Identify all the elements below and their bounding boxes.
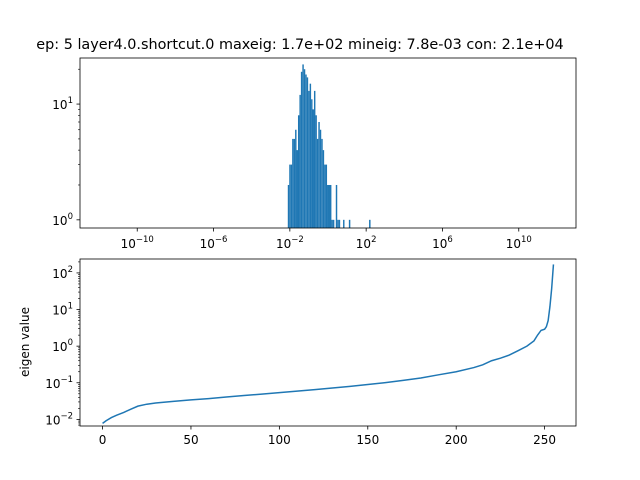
histogram-bar [308, 90, 310, 228]
histogram-bar [319, 129, 322, 228]
eigenvalue-x-tick-label: 0 [99, 433, 107, 447]
eigenvalue-y-tick-label-exponent: 0 [68, 338, 73, 348]
histogram-bar [287, 184, 290, 228]
histogram-x-tick-label-base: 10 [356, 237, 371, 251]
histogram-x-tick-label-base: 10 [121, 237, 136, 251]
histogram-bar [338, 219, 341, 228]
eigenvalue-y-axis-label: eigen value [18, 307, 32, 377]
eigenvalue-y-tick-label: 10−2 [45, 411, 73, 427]
eigenvalue-y-tick-label: 100 [52, 338, 73, 354]
histogram-bar [303, 69, 306, 228]
histogram-bar [313, 90, 316, 228]
histogram-bar [343, 219, 345, 228]
histogram-frame [79, 57, 577, 229]
eigenvalue-x-tick-label: 250 [533, 433, 556, 447]
histogram-x-tick-label: 10−2 [276, 235, 304, 251]
histogram-bar [311, 99, 313, 229]
histogram-x-tick-label: 1010 [506, 235, 532, 251]
histogram-x-tick-label: 10−10 [121, 235, 154, 251]
histogram-bar [325, 164, 328, 228]
eigenvalue-y-tick-label: 101 [52, 302, 73, 318]
histogram-bar [302, 64, 304, 229]
histogram-x-tick-label-base: 10 [506, 237, 521, 251]
histogram-x-tick-label: 106 [432, 235, 453, 251]
histogram-bar [292, 138, 294, 228]
eigenvalue-y-tick-label-base: 10 [52, 267, 67, 281]
eigenvalue-x-tick-label: 50 [183, 433, 198, 447]
histogram-bar [369, 219, 371, 228]
histogram-bar [321, 138, 323, 228]
histogram-x-tick-label-base: 10 [200, 237, 215, 251]
histogram-bar [318, 122, 320, 228]
histogram-bar [335, 184, 338, 228]
histogram-x-tick-label-base: 10 [432, 237, 447, 251]
histogram-bar [331, 219, 333, 228]
histogram-x-tick-label-exponent: 2 [371, 235, 376, 245]
histogram-x-tick-label-base: 10 [276, 237, 291, 251]
histogram-x-tick-label-exponent: −10 [136, 235, 154, 245]
histogram-bar [329, 184, 332, 228]
eigenvalue-frame [79, 258, 577, 427]
histogram-bar [316, 138, 319, 228]
eigenvalue-y-tick-label-base: 10 [45, 377, 60, 391]
eigenvalue-x-tick-label: 200 [445, 433, 468, 447]
eigenvalue-y-tick-label: 10−1 [45, 375, 73, 391]
histogram-y-tick-label-base: 10 [52, 98, 67, 112]
histogram-y-tick-label-exponent: 0 [68, 212, 73, 222]
histogram-bar [299, 94, 301, 229]
histogram-x-tick-label: 102 [356, 235, 377, 251]
histogram-x-ticks: 10−10 10−6 10−2 102 106 1010 [121, 228, 532, 251]
histogram-bar [297, 115, 300, 228]
eigenvalue-y-tick-label-exponent: −2 [60, 411, 73, 421]
histogram-y-tick-label-exponent: 1 [68, 96, 73, 106]
histogram-x-tick-label: 10−6 [200, 235, 228, 251]
histogram-title: ep: 5 layer4.0.shortcut.0 maxeig: 1.7e+0… [36, 37, 563, 53]
histogram-bar [295, 129, 297, 228]
histogram-x-tick-label-exponent: −2 [291, 235, 304, 245]
histogram-bar [293, 138, 296, 228]
histogram-bar [289, 164, 291, 228]
histogram-bar [322, 150, 325, 228]
histogram-bar [328, 184, 330, 228]
histogram-bar [332, 219, 335, 228]
histogram-bar [312, 109, 314, 228]
histogram-bar [315, 115, 317, 228]
histogram-bar [348, 219, 351, 228]
eigenvalue-y-tick-label-exponent: 1 [68, 302, 73, 312]
histogram-bar [324, 164, 326, 228]
histogram-y-tick-label-base: 10 [52, 214, 67, 228]
eigenvalue-y-tick-label-exponent: −1 [60, 375, 73, 385]
eigenvalue-y-tick-label-base: 10 [52, 340, 67, 354]
histogram-x-tick-label-exponent: −6 [215, 235, 228, 245]
histogram-bar [305, 74, 307, 229]
eigenvalue-y-tick-label: 102 [52, 265, 73, 281]
eigenvalue-x-tick-label: 150 [356, 433, 379, 447]
histogram-bar [300, 71, 303, 228]
histogram-x-tick-label-exponent: 10 [521, 235, 532, 245]
eigenvalue-y-tick-label-exponent: 2 [68, 265, 73, 275]
histogram-bar [337, 219, 339, 228]
histogram-bar [296, 150, 298, 228]
histogram-y-tick-label: 101 [52, 96, 73, 112]
histogram-bar [309, 83, 312, 229]
histogram-y-tick-label: 100 [52, 212, 73, 228]
histogram-bar [290, 164, 293, 228]
histogram-x-tick-label-exponent: 6 [447, 235, 452, 245]
eigenvalue-y-tick-label-base: 10 [45, 413, 60, 427]
eigenvalue-x-tick-label: 100 [268, 433, 291, 447]
histogram-bar [306, 77, 309, 228]
histogram-bar [327, 184, 329, 228]
eigenvalue-y-tick-label-base: 10 [52, 304, 67, 318]
eigenvalue-x-ticks: 0 50 100 150 200 250 [99, 426, 556, 447]
histogram-bars [287, 64, 371, 229]
eigenvalue-line [102, 264, 555, 424]
